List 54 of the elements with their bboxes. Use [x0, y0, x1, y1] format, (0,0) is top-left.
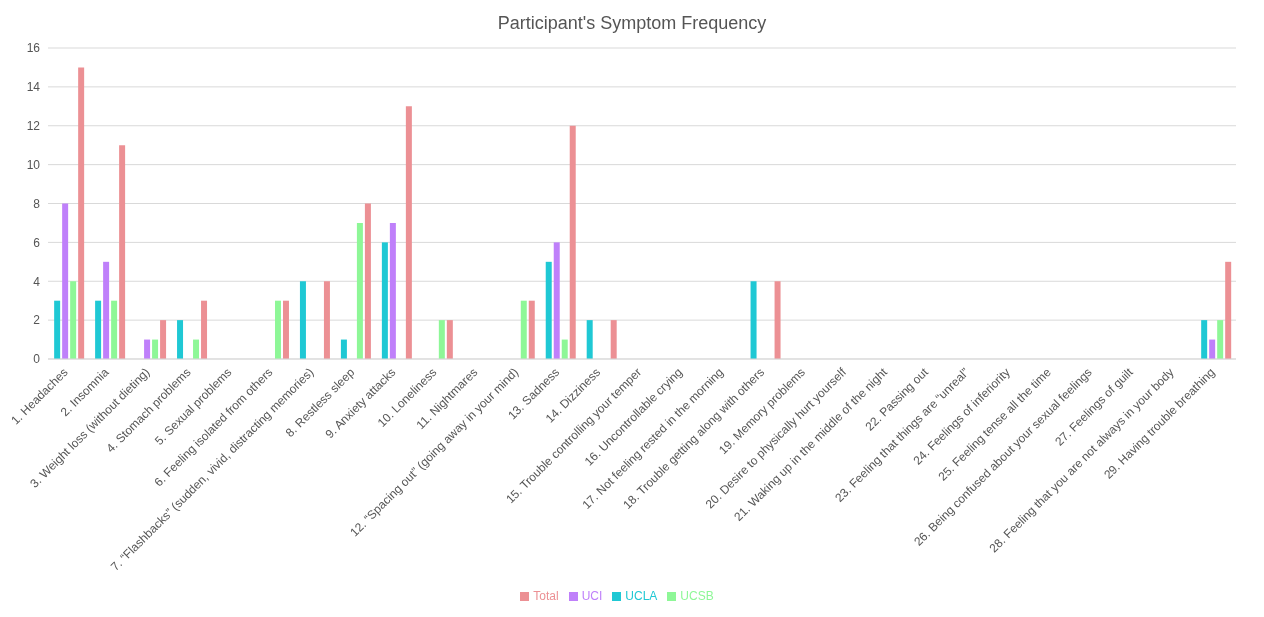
bar — [160, 320, 167, 359]
legend-label: Total — [533, 589, 559, 603]
bar — [54, 300, 61, 359]
bar — [282, 300, 289, 359]
bar — [389, 222, 396, 359]
bar — [340, 339, 347, 359]
bar — [381, 242, 388, 359]
bar — [1209, 339, 1216, 359]
bar — [1217, 320, 1224, 359]
bar — [1225, 261, 1232, 359]
y-tick-label: 12 — [26, 119, 41, 134]
bar — [405, 106, 412, 359]
bar — [103, 261, 110, 359]
y-tick-label: 8 — [33, 196, 41, 211]
bar — [553, 242, 560, 359]
y-tick-label: 4 — [33, 274, 41, 289]
bar — [545, 261, 552, 359]
bar — [610, 320, 617, 359]
bar — [95, 300, 102, 359]
legend-label: UCSB — [680, 589, 714, 603]
bar — [528, 300, 535, 359]
bar — [561, 339, 568, 359]
y-tick-label: 2 — [33, 313, 41, 328]
bar — [152, 339, 159, 359]
bar — [446, 320, 453, 359]
bar — [70, 281, 77, 359]
bar — [364, 203, 371, 359]
bar — [586, 320, 593, 359]
bar — [299, 281, 306, 359]
bar — [750, 281, 757, 359]
bar — [119, 145, 126, 359]
bar — [520, 300, 527, 359]
bar — [177, 320, 184, 359]
bar — [438, 320, 445, 359]
bar — [201, 300, 208, 359]
y-tick-label: 0 — [33, 352, 41, 367]
bar — [274, 300, 281, 359]
y-tick-label: 10 — [26, 157, 41, 172]
bar — [111, 300, 118, 359]
chart-title: Participant's Symptom Frequency — [496, 12, 768, 35]
bar — [774, 281, 781, 359]
bar — [62, 203, 69, 359]
bar — [356, 222, 363, 359]
bar — [323, 281, 330, 359]
bar — [78, 67, 85, 359]
legend-label: UCI — [581, 589, 603, 603]
bar — [193, 339, 200, 359]
bar — [144, 339, 151, 359]
legend-label: UCLA — [625, 589, 658, 603]
bar — [569, 125, 576, 359]
bar — [1201, 320, 1208, 359]
y-tick-label: 16 — [26, 41, 41, 56]
y-tick-label: 6 — [33, 235, 41, 250]
y-tick-label: 14 — [26, 80, 41, 95]
